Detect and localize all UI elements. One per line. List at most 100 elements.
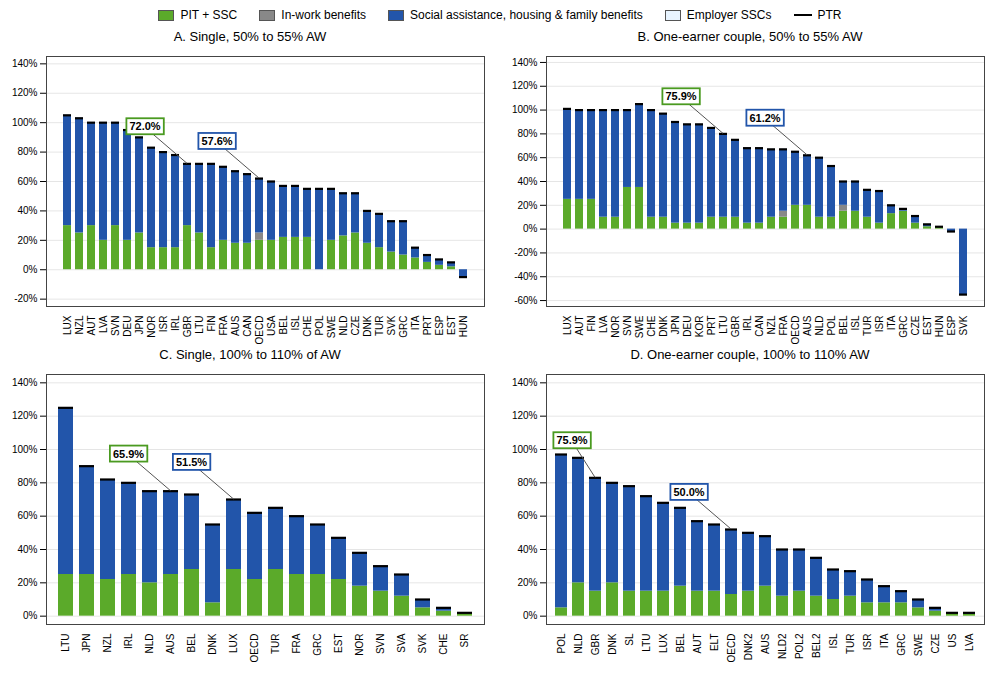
svg-text:FRA: FRA: [291, 633, 302, 653]
svg-text:FRA: FRA: [778, 315, 789, 335]
svg-text:SVK: SVK: [386, 315, 397, 335]
svg-text:60%: 60%: [17, 176, 37, 187]
svg-text:60%: 60%: [517, 510, 537, 521]
svg-text:80%: 80%: [517, 477, 537, 488]
svg-text:120%: 120%: [512, 410, 538, 421]
svg-text:DNK: DNK: [607, 633, 618, 654]
svg-text:20%: 20%: [517, 200, 537, 211]
svg-text:ITA: ITA: [879, 633, 890, 648]
svg-text:PRT: PRT: [706, 316, 717, 336]
svg-text:BEL: BEL: [278, 315, 289, 334]
svg-text:-20%: -20%: [14, 293, 37, 304]
svg-text:BEL2: BEL2: [811, 633, 822, 658]
svg-text:AUS: AUS: [165, 633, 176, 654]
svg-text:40%: 40%: [17, 205, 37, 216]
svg-text:LUX: LUX: [228, 633, 239, 653]
svg-text:ISL: ISL: [828, 633, 839, 648]
svg-text:40%: 40%: [517, 544, 537, 555]
svg-text:FIN: FIN: [206, 316, 217, 332]
svg-text:0%: 0%: [23, 264, 38, 275]
svg-text:SWE: SWE: [913, 633, 924, 656]
svg-text:65.9%: 65.9%: [113, 448, 144, 460]
svg-text:0%: 0%: [23, 610, 38, 621]
svg-text:0%: 0%: [523, 610, 538, 621]
svg-text:FRA: FRA: [218, 315, 229, 335]
svg-text:ELT: ELT: [709, 634, 720, 652]
svg-text:OECD: OECD: [790, 316, 801, 345]
svg-text:75.9%: 75.9%: [556, 434, 587, 446]
svg-text:140%: 140%: [12, 58, 38, 69]
svg-text:CZE: CZE: [910, 315, 921, 335]
svg-text:HUN: HUN: [934, 316, 945, 338]
svg-text:OECD: OECD: [254, 316, 265, 345]
svg-text:140%: 140%: [512, 377, 538, 388]
svg-text:NLD: NLD: [573, 634, 584, 654]
svg-text:SVA: SVA: [396, 633, 407, 653]
svg-text:AUT: AUT: [574, 316, 585, 336]
svg-text:AUT: AUT: [692, 634, 703, 654]
svg-text:-20%: -20%: [514, 247, 537, 258]
svg-text:EST: EST: [922, 316, 933, 335]
svg-text:SVN: SVN: [375, 634, 386, 655]
svg-text:TUR: TUR: [845, 634, 856, 655]
svg-text:NZL: NZL: [766, 315, 777, 334]
svg-text:SR: SR: [459, 634, 470, 648]
svg-text:EST: EST: [446, 316, 457, 335]
svg-text:ITA: ITA: [410, 315, 421, 330]
svg-text:SL: SL: [624, 633, 635, 646]
svg-text:20%: 20%: [517, 577, 537, 588]
svg-text:ISR: ISR: [862, 634, 873, 651]
svg-text:CHE: CHE: [302, 315, 313, 336]
svg-text:IRL: IRL: [123, 633, 134, 649]
svg-text:GBR: GBR: [590, 634, 601, 656]
svg-text:CAN: CAN: [242, 316, 253, 337]
svg-text:75.9%: 75.9%: [665, 90, 696, 102]
svg-text:80%: 80%: [17, 477, 37, 488]
svg-text:NOR: NOR: [146, 316, 157, 338]
svg-text:TUR: TUR: [862, 316, 873, 337]
svg-text:POL: POL: [314, 315, 325, 335]
svg-text:CZE: CZE: [930, 633, 941, 653]
svg-text:PRT: PRT: [422, 316, 433, 336]
svg-text:BEL: BEL: [675, 633, 686, 652]
svg-text:57.6%: 57.6%: [201, 135, 232, 147]
svg-text:GRC: GRC: [898, 316, 909, 338]
svg-text:LTU: LTU: [60, 634, 71, 652]
svg-text:NZL: NZL: [74, 315, 85, 334]
svg-text:JPN: JPN: [81, 634, 92, 653]
svg-text:61.2%: 61.2%: [749, 112, 780, 124]
svg-text:140%: 140%: [12, 377, 38, 388]
svg-text:AUS: AUS: [230, 315, 241, 336]
svg-text:SVN: SVN: [110, 316, 121, 337]
svg-text:GRC: GRC: [312, 634, 323, 656]
svg-text:ESP: ESP: [946, 315, 957, 335]
svg-text:LTU: LTU: [641, 634, 652, 652]
svg-text:0%: 0%: [523, 223, 538, 234]
svg-text:TUR: TUR: [374, 316, 385, 337]
svg-text:40%: 40%: [17, 544, 37, 555]
svg-text:50.0%: 50.0%: [673, 486, 704, 498]
svg-text:DNK: DNK: [362, 315, 373, 336]
svg-text:AUS: AUS: [760, 633, 771, 654]
svg-text:BEL: BEL: [186, 633, 197, 652]
svg-text:NZL: NZL: [102, 633, 113, 652]
svg-text:40%: 40%: [517, 176, 537, 187]
svg-text:NLD: NLD: [338, 316, 349, 336]
svg-text:POL: POL: [826, 315, 837, 335]
svg-text:LTU: LTU: [718, 316, 729, 334]
svg-text:CAN: CAN: [754, 316, 765, 337]
svg-text:80%: 80%: [17, 146, 37, 157]
svg-text:51.5%: 51.5%: [176, 456, 207, 468]
svg-text:72.0%: 72.0%: [129, 120, 160, 132]
svg-text:-60%: -60%: [514, 295, 537, 306]
svg-text:SVN: SVN: [622, 316, 633, 337]
svg-text:60%: 60%: [517, 152, 537, 163]
svg-text:120%: 120%: [512, 80, 538, 91]
svg-text:OECD: OECD: [249, 634, 260, 663]
svg-text:AUS: AUS: [802, 315, 813, 336]
svg-text:LUX: LUX: [658, 633, 669, 653]
svg-text:IRL: IRL: [742, 315, 753, 331]
svg-text:ISL: ISL: [290, 315, 301, 330]
svg-text:ESP: ESP: [434, 315, 445, 335]
svg-text:JPN: JPN: [134, 316, 145, 335]
